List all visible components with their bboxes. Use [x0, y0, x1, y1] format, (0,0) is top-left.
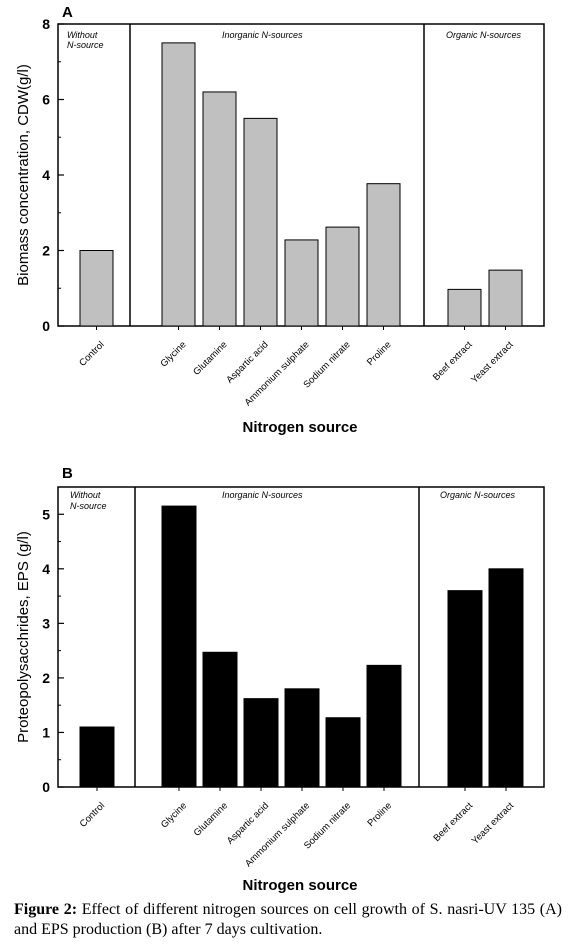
panel-a-ytick-label: 6 — [42, 92, 50, 108]
panel-b-bar — [447, 590, 483, 788]
panel-b-category-label: Glycine — [159, 800, 189, 830]
panel-b-category-label: Yeast extract — [470, 800, 517, 847]
panel-a-xlabel: Nitrogen source — [242, 419, 357, 436]
panel-b-ylabel: Proteopolysacchrides, EPS (g/l) — [15, 531, 32, 743]
panel-b-ytick-label: 1 — [42, 724, 50, 740]
panel-a-group-label-line2: N-source — [67, 40, 104, 50]
panel-b-category-label: Proline — [365, 800, 394, 829]
panel-b-bar — [243, 698, 279, 788]
panel-a-ytick-label: 4 — [42, 167, 50, 183]
figure-caption: Figure 2: Effect of different nitrogen s… — [14, 900, 562, 940]
panel-b-bar — [284, 688, 320, 788]
panel-a-category-label: Beef extract — [431, 339, 475, 383]
panel-a-bar — [366, 183, 401, 327]
panel-a-group-label: Inorganic N-sources — [222, 30, 303, 40]
panel-a-category-label: Yeast extract — [469, 339, 516, 386]
panel-b-category-label: Glutamine — [192, 800, 230, 838]
panel-b-label: B — [62, 465, 73, 482]
panel-b-bar — [202, 651, 238, 788]
panel-a-category-label: Glutamine — [191, 339, 229, 377]
panel-a-bar — [202, 91, 237, 327]
caption-label: Figure 2: — [14, 901, 78, 918]
panel-a-bar — [243, 117, 278, 327]
panel-b-ytick-label: 0 — [42, 779, 50, 795]
figure-charts: A 0 2 4 6 8 Biomass concentration, CDW(g/l) Nit… — [15, 4, 545, 894]
panel-a-group-label: Without — [67, 30, 98, 40]
panel-b-group-label: Without — [70, 490, 101, 500]
panel-b-ytick-label: 2 — [42, 670, 50, 686]
panel-a-bar — [447, 288, 482, 327]
panel-a-ytick-label: 0 — [42, 318, 50, 334]
panel-a-ylabel: Biomass concentration, CDW(g/l) — [15, 64, 32, 286]
panel-a-bar — [325, 226, 360, 327]
panel-b-group-label-line2: N-source — [70, 501, 107, 511]
panel-a-ytick-label: 8 — [42, 16, 50, 32]
panel-a-bar — [488, 269, 523, 327]
panel-b-group-label: Inorganic N-sources — [222, 490, 303, 500]
panel-a-category-label: Control — [77, 339, 106, 368]
panel-b-bar — [488, 568, 524, 788]
panel-b-ytick-label: 3 — [42, 615, 50, 631]
panel-a-group-label: Organic N-sources — [446, 30, 522, 40]
panel-b-category-label: Beef extract — [431, 800, 475, 844]
panel-a-category-label: Proline — [365, 339, 394, 368]
panel-a-category-label: Glycine — [158, 339, 188, 369]
panel-b-bar — [325, 717, 361, 788]
panel-a-bar — [284, 239, 319, 327]
panel-b-ytick-label: 4 — [42, 561, 50, 577]
panel-a-bar — [79, 250, 114, 327]
panel-a-bar — [161, 42, 196, 327]
panel-a-label: A — [62, 4, 73, 21]
panel-b-bar — [366, 664, 402, 788]
panel-b-bar — [161, 505, 197, 788]
panel-b-group-label: Organic N-sources — [440, 490, 516, 500]
panel-b-ytick-label: 5 — [42, 506, 50, 522]
panel-b-category-label: Control — [78, 800, 107, 829]
panel-b-bar — [79, 726, 115, 788]
panel-b-xlabel: Nitrogen source — [242, 877, 357, 894]
caption-text: Effect of different nitrogen sources on … — [14, 901, 563, 938]
panel-a-ytick-label: 2 — [42, 243, 50, 259]
